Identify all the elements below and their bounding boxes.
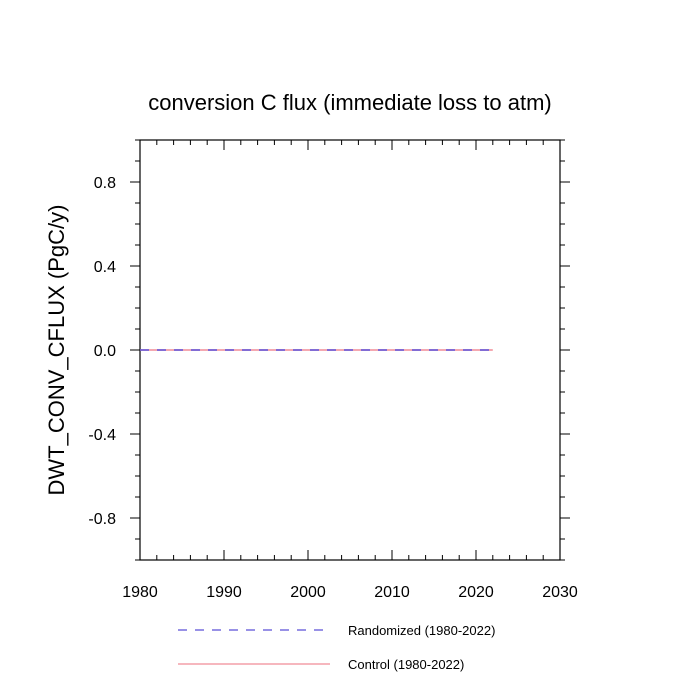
y-axis-label: DWT_CONV_CFLUX (PgC/y): [44, 205, 69, 496]
y-tick-label: 0.8: [94, 175, 116, 192]
x-tick-label: 2030: [542, 584, 578, 601]
y-tick-label: 0.0: [94, 343, 116, 360]
x-tick-label: 1990: [206, 584, 242, 601]
y-tick-label: -0.4: [88, 427, 116, 444]
legend-label-control: Control (1980-2022): [348, 657, 464, 672]
x-tick-label: 2020: [458, 584, 494, 601]
axes: 1980 1990 2000 2010 2020 2030 -0.8 -0.4 0.0 0.4 0.…: [88, 139, 578, 601]
chart-title: conversion C flux (immediate loss to atm…: [148, 90, 551, 115]
legend-label-randomized: Randomized (1980-2022): [348, 623, 495, 638]
y-tick-label: -0.8: [88, 511, 116, 528]
x-tick-label: 2000: [290, 584, 326, 601]
x-tick-label: 1980: [122, 584, 158, 601]
y-tick-label: 0.4: [94, 259, 116, 276]
legend: Randomized (1980-2022) Control (1980-2022…: [178, 623, 495, 672]
x-tick-label: 2010: [374, 584, 410, 601]
